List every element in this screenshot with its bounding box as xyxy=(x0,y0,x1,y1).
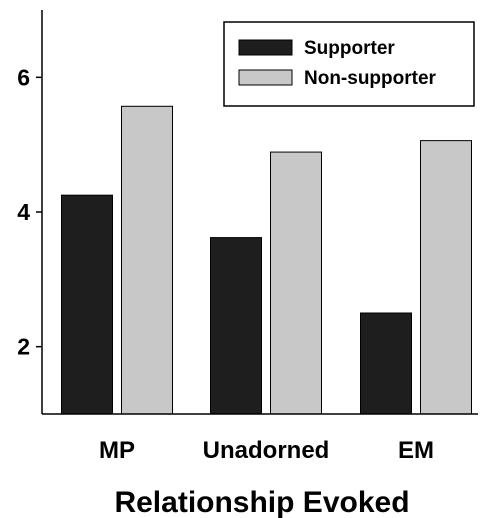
x-category-label: EM xyxy=(398,437,434,464)
y-ticks-group: 2 4 6 xyxy=(17,64,42,360)
legend-box xyxy=(223,21,475,107)
x-axis-title: Relationship Evoked xyxy=(114,486,409,518)
legend-swatch xyxy=(238,69,293,86)
bar-supporter-unadorned xyxy=(210,237,262,415)
x-category-label: Unadorned xyxy=(203,437,330,464)
bar-non-supporter-em xyxy=(420,140,472,415)
bar-non-supporter-mp xyxy=(121,105,173,415)
legend-label: Non-supporter xyxy=(304,68,437,89)
legend-label: Supporter xyxy=(304,38,395,59)
y-tick-label: 2 xyxy=(17,334,30,360)
bar-non-supporter-unadorned xyxy=(270,151,322,415)
bars-group xyxy=(61,105,472,415)
y-tick-label: 4 xyxy=(17,199,30,225)
bar-supporter-mp xyxy=(61,194,113,415)
y-tick-label: 6 xyxy=(17,64,30,90)
bar-supporter-em xyxy=(360,312,412,415)
legend-swatch xyxy=(238,39,293,56)
x-category-labels: MP Unadorned EM xyxy=(99,437,434,464)
legend: Supporter Non-supporter xyxy=(223,21,475,107)
x-category-label: MP xyxy=(99,437,135,464)
